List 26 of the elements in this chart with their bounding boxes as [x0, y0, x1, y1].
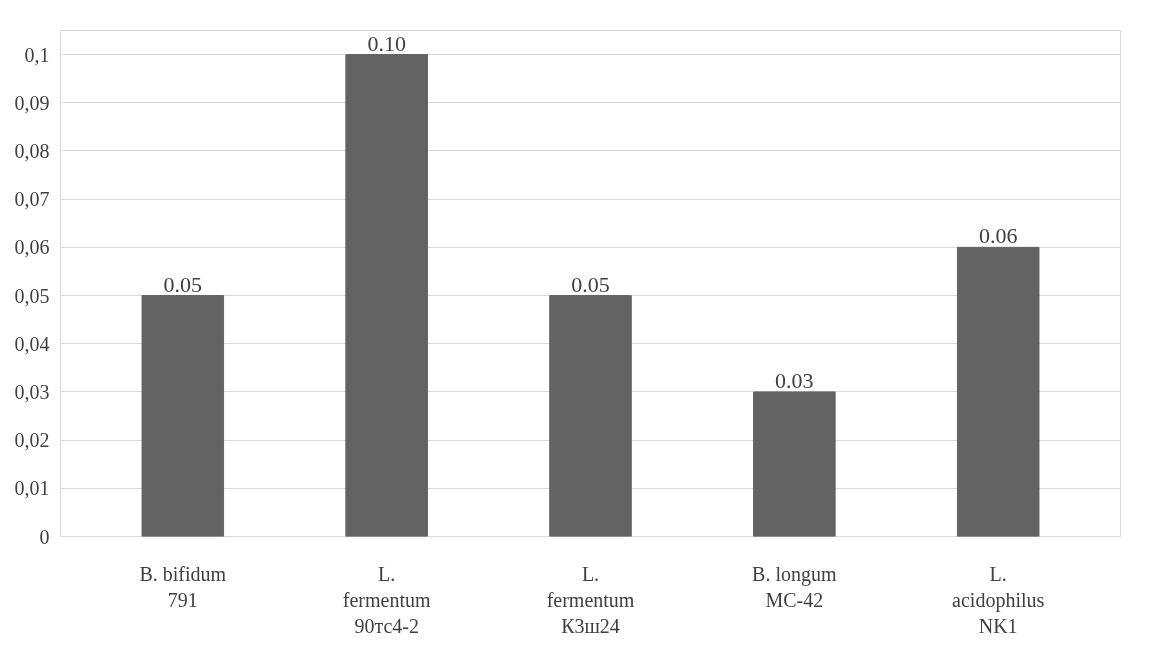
x-tick-label: B. bifidum 791: [139, 562, 227, 611]
y-tick-label: 0,08: [14, 139, 50, 162]
bar: [345, 54, 428, 537]
data-label: 0.05: [571, 271, 610, 297]
y-tick-label: 0,09: [14, 91, 50, 114]
bar: [753, 391, 836, 537]
y-tick-label: 0,02: [14, 429, 50, 452]
data-label: 0.06: [978, 223, 1018, 249]
y-tick-label: 0: [39, 525, 50, 548]
x-tick-label: L. fermentum 90тс4-2: [342, 562, 431, 638]
y-tick-label: 0,04: [14, 332, 50, 355]
y-tick-label: 0,06: [14, 236, 50, 259]
y-tick-label: 0,05: [14, 284, 50, 307]
x-tick-label: B. longum МС-42: [752, 562, 838, 611]
data-label: 0.03: [775, 367, 814, 393]
y-tick-label: 0,01: [14, 477, 50, 500]
bar: [956, 246, 1040, 537]
y-tick-label: 0,07: [14, 188, 50, 211]
bar: [549, 295, 632, 537]
y-tick-label: 0,1: [24, 43, 50, 66]
x-tick-label: L. acidophilus NK1: [952, 562, 1045, 638]
data-label: 0.05: [163, 271, 203, 297]
data-label: 0.10: [367, 30, 406, 56]
bar: [141, 295, 225, 537]
x-tick-label: L. fermentum К3ш24: [546, 562, 635, 638]
y-tick-label: 0,03: [14, 380, 50, 403]
